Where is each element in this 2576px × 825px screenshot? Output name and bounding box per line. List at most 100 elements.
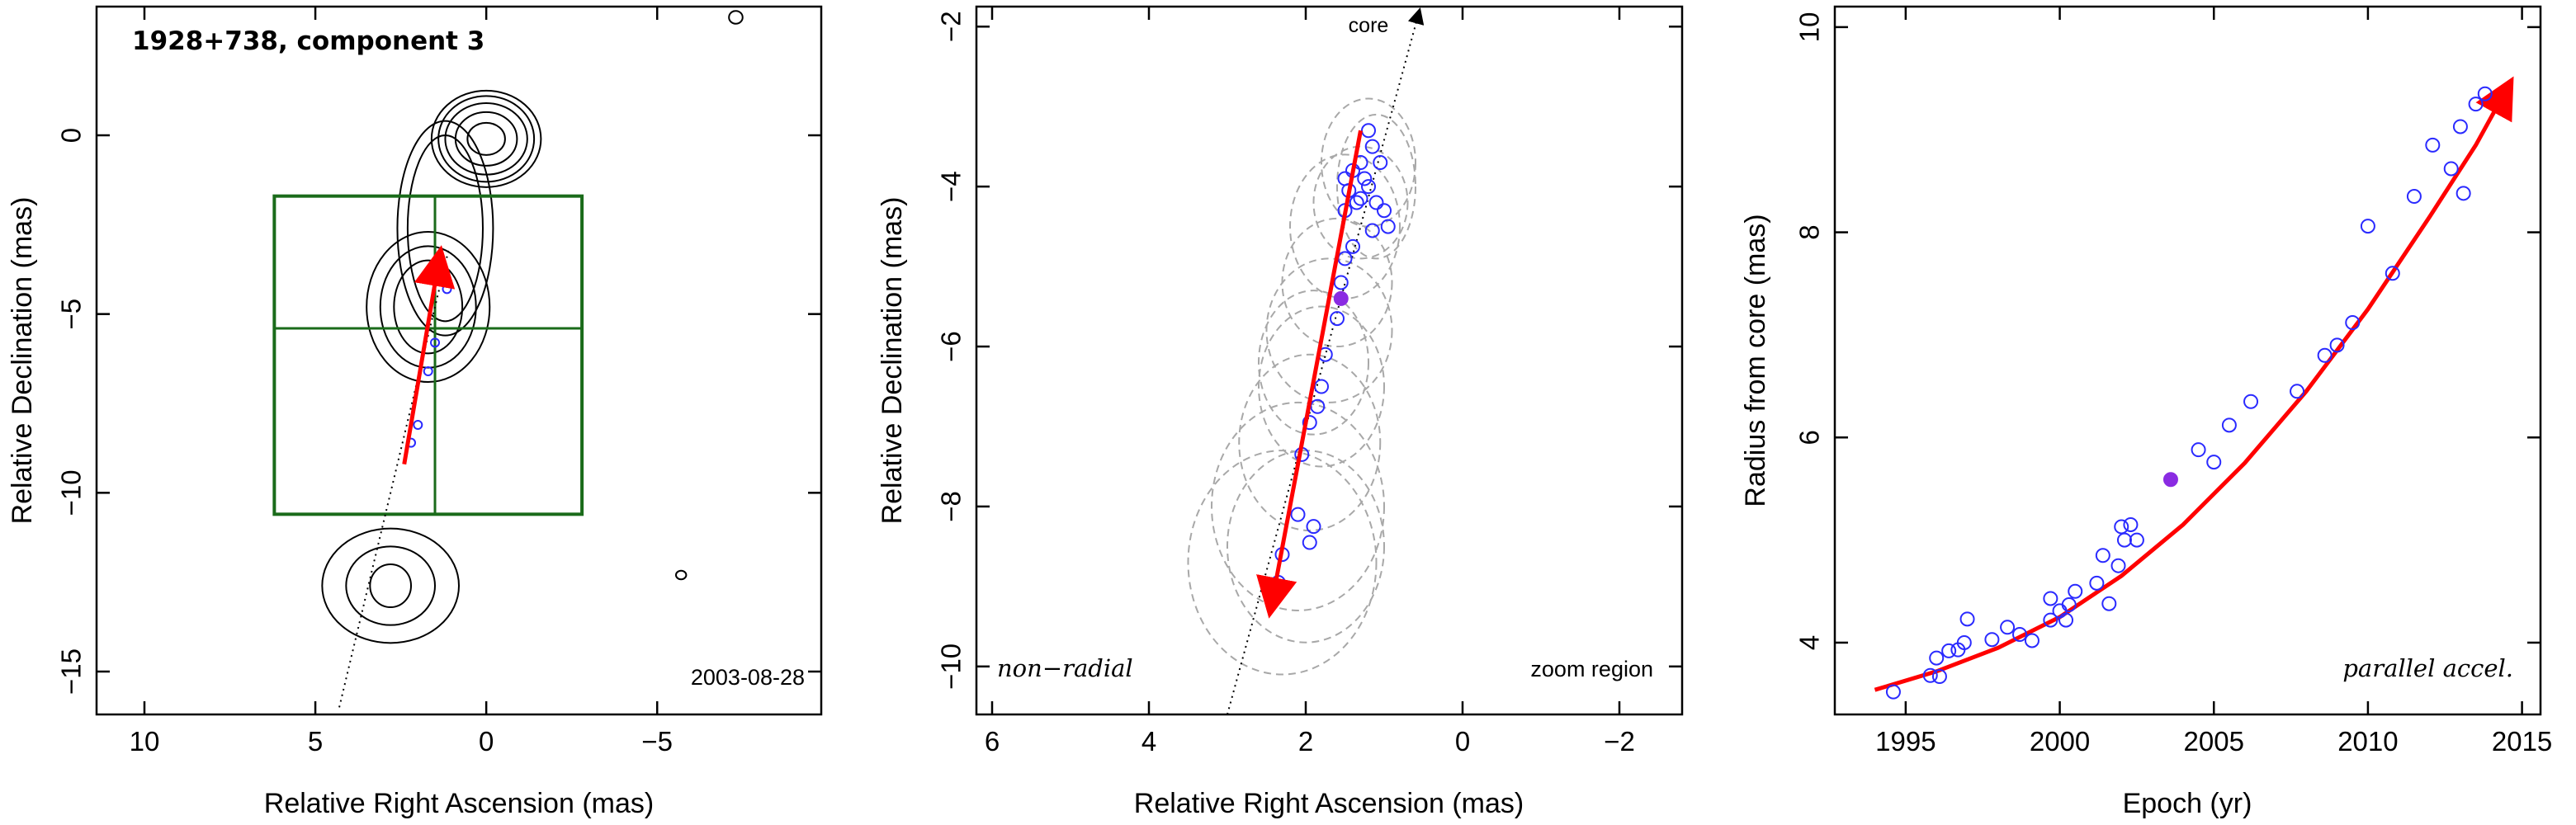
data-point bbox=[2043, 612, 2058, 628]
y-tick-label: 0 bbox=[56, 128, 87, 143]
x-tick-label: 6 bbox=[985, 726, 1000, 757]
data-point bbox=[438, 273, 449, 284]
data-point bbox=[2110, 558, 2126, 573]
panel-zoom-y-axis-title: Relative Declination (mas) bbox=[877, 197, 908, 525]
data-point bbox=[2443, 161, 2459, 177]
data-point bbox=[1290, 507, 1306, 522]
data-point bbox=[2043, 591, 2058, 606]
zoom-box bbox=[272, 194, 584, 516]
y-tick-label: 6 bbox=[1794, 430, 1825, 445]
data-point bbox=[1361, 179, 1376, 195]
panel-map-date-label: 2003-08-28 bbox=[691, 665, 805, 690]
panel-zoom-x-axis-title: Relative Right Ascension (mas) bbox=[1134, 788, 1524, 819]
motion-arrow bbox=[1256, 130, 1363, 619]
x-tick-label: 2005 bbox=[2184, 726, 2244, 757]
data-point bbox=[1310, 398, 1326, 414]
component-ellipse bbox=[1265, 257, 1393, 403]
y-tick-label: 10 bbox=[1794, 12, 1825, 43]
panel-map-title: 1928+738, component 3 bbox=[132, 26, 484, 56]
component-ellipse bbox=[1336, 113, 1416, 260]
y-tick-label: 4 bbox=[1794, 635, 1825, 650]
arrow-layer bbox=[402, 245, 456, 465]
component-ellipse bbox=[1211, 401, 1385, 611]
data-point bbox=[2477, 86, 2493, 101]
panel-radius-y-axis-title: Radius from core (mas) bbox=[1740, 214, 1771, 507]
axis-line-layer bbox=[1227, 7, 1425, 714]
data-point bbox=[1885, 684, 1901, 700]
x-tick-label: −2 bbox=[1604, 726, 1635, 757]
data-point bbox=[2101, 596, 2117, 611]
x-tick-label: 2015 bbox=[2492, 726, 2552, 757]
axis-line-layer bbox=[338, 249, 450, 708]
data-point bbox=[2452, 119, 2468, 134]
panel-map-x-axis-title: Relative Right Ascension (mas) bbox=[264, 788, 654, 819]
data-point bbox=[1368, 195, 1384, 210]
panel-radius-x-axis-title: Epoch (yr) bbox=[2123, 788, 2252, 819]
panel-radius-ticks: 1995 2000 2005 2010 2015 4 6 8 10 bbox=[1794, 7, 2552, 757]
panel-radius-plot bbox=[1874, 76, 2514, 700]
data-point bbox=[1333, 275, 1349, 290]
data-point bbox=[1984, 632, 2000, 648]
data-point bbox=[1373, 155, 1388, 171]
data-point bbox=[430, 337, 441, 348]
x-tick-label: 1995 bbox=[1875, 726, 1936, 757]
data-point bbox=[1931, 668, 1947, 684]
highlight-point bbox=[1333, 290, 1349, 306]
ellipse-layer bbox=[1187, 97, 1416, 676]
contour-line bbox=[454, 111, 518, 167]
panel-map-frame bbox=[95, 5, 823, 716]
y-tick-label: −10 bbox=[56, 469, 87, 516]
data-point bbox=[2360, 219, 2375, 234]
y-tick-label: −15 bbox=[56, 648, 87, 695]
data-point bbox=[2024, 633, 2040, 648]
data-point bbox=[1956, 634, 1972, 650]
x-tick-label: 2 bbox=[1298, 726, 1313, 757]
contour-line bbox=[366, 231, 491, 383]
component-ellipse bbox=[1321, 97, 1416, 228]
data-point bbox=[413, 420, 423, 430]
data-point bbox=[2123, 516, 2139, 532]
data-point bbox=[2058, 612, 2074, 628]
data-point bbox=[1302, 535, 1317, 550]
data-point bbox=[2329, 337, 2345, 353]
data-point bbox=[1314, 379, 1329, 394]
panel-zoom-ticks: 6 4 2 0 −2 −2 −4 −6 −8 −10 bbox=[936, 7, 1682, 757]
contour-line bbox=[393, 259, 464, 355]
data-point bbox=[1959, 611, 1975, 627]
data-point bbox=[1349, 195, 1364, 210]
box-layer bbox=[272, 194, 584, 516]
data-point bbox=[2455, 186, 2471, 201]
component-ellipse bbox=[1227, 450, 1385, 644]
component-ellipse bbox=[1238, 353, 1382, 532]
data-point bbox=[2317, 347, 2333, 363]
contour-line bbox=[430, 89, 542, 188]
jet-axis-line bbox=[1227, 7, 1425, 714]
x-tick-label: 2010 bbox=[2337, 726, 2398, 757]
data-point bbox=[2406, 189, 2422, 205]
panel-map-y-axis-title: Relative Declination (mas) bbox=[7, 197, 38, 525]
x-tick-label: 10 bbox=[130, 726, 160, 757]
y-tick-label: −8 bbox=[936, 491, 967, 522]
data-point bbox=[2290, 384, 2305, 399]
contour-layer bbox=[321, 10, 744, 644]
data-point bbox=[2191, 442, 2206, 458]
contour-line bbox=[437, 95, 536, 183]
panel-zoom: 6 4 2 0 −2 −2 −4 −6 −8 −10 core non−radial zoom r… bbox=[877, 5, 1684, 819]
x-tick-label: −5 bbox=[641, 726, 673, 757]
data-point bbox=[1353, 191, 1368, 206]
data-point bbox=[1922, 667, 1938, 683]
fit-curve bbox=[1874, 76, 2514, 692]
contour-line bbox=[321, 527, 460, 644]
panel-zoom-plot bbox=[1187, 7, 1425, 714]
data-point bbox=[2068, 583, 2083, 599]
parallel-accel-label: parallel accel. bbox=[2342, 654, 2513, 682]
data-point bbox=[2095, 548, 2110, 563]
data-point bbox=[1941, 643, 1957, 658]
contour-line bbox=[466, 121, 506, 156]
jet-axis-line bbox=[338, 249, 450, 708]
data-point bbox=[1380, 219, 1396, 234]
panel-radius-frame bbox=[1833, 5, 2542, 716]
data-point bbox=[2206, 455, 2222, 470]
data-point bbox=[1302, 415, 1317, 431]
